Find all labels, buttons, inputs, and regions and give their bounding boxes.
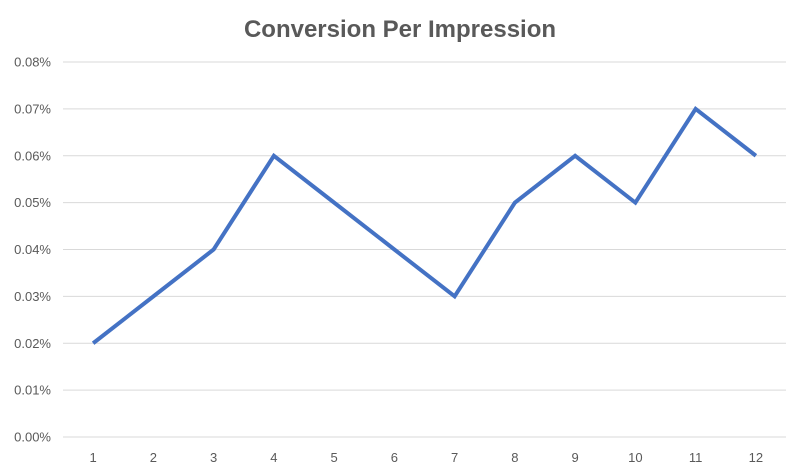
x-tick-label: 12 [749,450,763,465]
x-axis-tick-labels: 1 2 3 4 5 6 7 8 9 10 11 12 [90,450,764,465]
x-tick-label: 2 [150,450,157,465]
series-layer [91,105,758,345]
x-tick-label: 3 [210,450,217,465]
y-tick-label: 0.07% [14,101,51,116]
y-tick-label: 0.08% [14,55,51,70]
chart-title: Conversion Per Impression [244,16,556,43]
x-tick-label: 5 [331,450,338,465]
y-axis-tick-labels: 0.00% 0.01% 0.02% 0.03% 0.04% 0.05% 0.06% 0.07%… [14,55,51,445]
x-tick-label: 10 [628,450,642,465]
y-tick-label: 0.01% [14,383,51,398]
x-tick-label: 11 [689,450,703,465]
x-tick-label: 4 [270,450,277,465]
gridlines [63,61,786,438]
y-tick-label: 0.06% [14,148,51,163]
x-tick-label: 7 [451,450,458,465]
x-tick-label: 1 [90,450,97,465]
series-line [91,105,758,345]
y-tick-label: 0.02% [14,336,51,351]
y-tick-label: 0.00% [14,430,51,445]
y-tick-label: 0.03% [14,289,51,304]
y-tick-label: 0.04% [14,242,51,257]
x-tick-label: 8 [511,450,518,465]
x-tick-label: 6 [391,450,398,465]
x-tick-label: 9 [572,450,579,465]
y-tick-label: 0.05% [14,195,51,210]
